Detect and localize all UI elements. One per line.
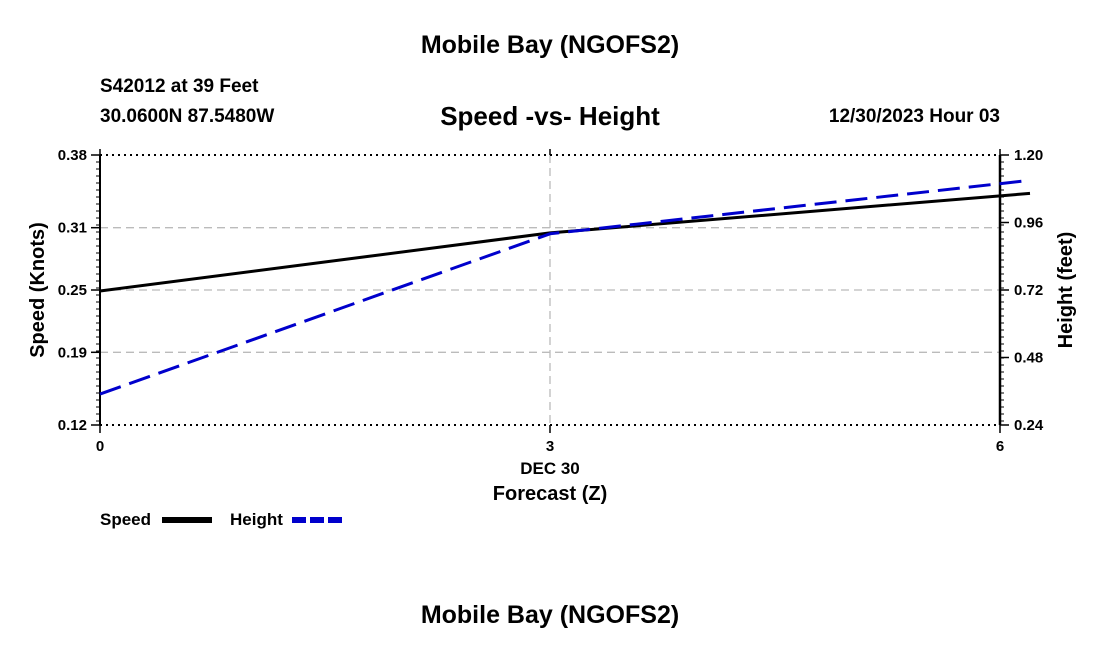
right-tick-label: 0.72: [1014, 282, 1043, 299]
series-line-speed: [99, 191, 1031, 293]
legend-height-label: Height: [230, 510, 283, 529]
right-tick-label: 0.24: [1014, 417, 1044, 434]
x-tick-label: 0: [96, 438, 104, 455]
series-lines: [99, 178, 1031, 396]
right-tick-label: 1.20: [1014, 147, 1043, 164]
series-line-height: [99, 178, 1031, 396]
left-tick-label: 0.19: [58, 344, 87, 361]
left-tick-label: 0.25: [58, 282, 87, 299]
x-axis-label: Forecast (Z): [493, 483, 607, 505]
legend: Speed Height: [100, 510, 342, 529]
left-axis-ticks: 0.12 0.19 0.25 0.31 0.38: [58, 147, 100, 434]
left-tick-label: 0.38: [58, 147, 87, 164]
right-tick-label: 0.96: [1014, 215, 1043, 232]
x-tick-label: 6: [996, 438, 1004, 455]
x-date-label: DEC 30: [520, 459, 580, 478]
station-label: S42012 at 39 Feet: [100, 76, 259, 97]
left-tick-label: 0.31: [58, 220, 87, 237]
chart-grid: [100, 155, 1000, 425]
x-axis-ticks: 0 3 6: [96, 149, 1004, 455]
footer-title: Mobile Bay (NGOFS2): [420, 601, 680, 629]
legend-speed-label: Speed: [100, 510, 151, 529]
timestamp-label: 12/30/2023 Hour 03: [828, 106, 1000, 127]
chart-title: Speed -vs- Height: [440, 101, 660, 131]
minor-ticks: [96, 154, 1004, 422]
right-tick-label: 0.48: [1014, 350, 1043, 367]
left-tick-label: 0.12: [58, 417, 87, 434]
coordinates-label: 30.0600N 87.5480W: [100, 106, 275, 127]
right-axis-ticks: 0.24 0.48 0.72 0.96 1.20: [1000, 147, 1044, 434]
right-axis-label: Height (feet): [1055, 232, 1077, 349]
left-axis-label: Speed (Knots): [27, 222, 49, 358]
page-title: Mobile Bay (NGOFS2): [420, 31, 680, 59]
x-tick-label: 3: [546, 438, 554, 455]
